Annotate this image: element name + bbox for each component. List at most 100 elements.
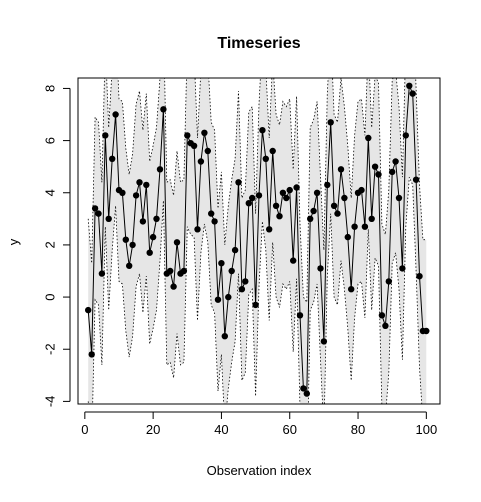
data-point: [348, 286, 355, 293]
data-point: [91, 205, 99, 212]
data-point: [385, 278, 392, 285]
data-point: [378, 312, 386, 319]
data-point: [143, 181, 150, 189]
y-tick-label: 2: [42, 241, 57, 248]
data-point: [334, 210, 341, 217]
data-point: [368, 215, 375, 222]
data-point: [307, 215, 314, 222]
upper-bound-line: [87, 78, 427, 304]
plot-frame: [77, 77, 441, 405]
data-point: [136, 179, 143, 186]
data-point: [149, 233, 157, 241]
axes: 0 20 40 60 80 100 -4 -2 0 2 4 6 8: [42, 85, 437, 437]
data-point: [221, 333, 228, 340]
data-point: [320, 338, 328, 345]
data-point: [132, 192, 140, 199]
x-tick-label: 100: [415, 422, 437, 437]
y-tick-label: 0: [42, 293, 57, 300]
data-point: [235, 179, 242, 186]
data-point: [375, 171, 382, 178]
data-point: [296, 312, 304, 319]
data-point: [242, 278, 249, 285]
x-tick-label: 80: [351, 422, 365, 437]
data-point: [238, 286, 246, 293]
data-point: [208, 210, 215, 217]
data-point: [409, 90, 416, 97]
data-point: [129, 241, 136, 249]
data-point: [358, 186, 365, 194]
data-point: [139, 218, 147, 225]
data-point: [249, 194, 256, 202]
data-point: [406, 82, 413, 90]
data-point: [211, 218, 218, 225]
data-point: [310, 207, 317, 215]
data-point: [85, 306, 92, 314]
data-point: [105, 215, 112, 222]
data-point: [170, 283, 177, 290]
data-point: [382, 322, 389, 329]
lower-bound-line: [87, 176, 423, 404]
data-point: [126, 262, 133, 269]
data-point: [262, 155, 269, 162]
data-point: [95, 210, 102, 217]
data-point: [180, 267, 188, 275]
data-point: [324, 181, 331, 189]
data-point: [313, 189, 321, 196]
data-point: [122, 236, 129, 243]
data-point: [286, 186, 293, 194]
chart-title: Timeseries: [217, 35, 300, 52]
data-point: [276, 213, 283, 220]
data-point: [279, 189, 287, 196]
data-point: [371, 163, 379, 170]
data-point: [214, 296, 222, 303]
data-point: [225, 293, 232, 301]
data-point: [119, 189, 126, 196]
data-point: [395, 194, 403, 202]
data-point: [272, 202, 280, 209]
y-tick-label: -2: [42, 343, 57, 355]
x-axis-label: Observation index: [207, 463, 312, 478]
data-point: [300, 385, 307, 392]
data-point: [402, 132, 409, 139]
data-point: [197, 158, 205, 165]
data-point: [184, 132, 191, 139]
x-tick-label: 40: [214, 422, 228, 437]
y-axis-label: y: [6, 238, 21, 245]
data-point: [303, 390, 310, 397]
data-point: [361, 223, 369, 230]
data-point: [112, 111, 119, 118]
data-point: [102, 132, 109, 139]
y-tick-label: 6: [42, 137, 57, 144]
data-point: [290, 257, 297, 264]
data-point: [255, 192, 263, 199]
data-point: [218, 260, 225, 267]
data-point: [252, 301, 259, 309]
data-point: [160, 106, 167, 113]
series-path: [87, 85, 427, 396]
data-point: [201, 129, 208, 136]
data-point: [416, 273, 423, 280]
data-point: [98, 270, 106, 277]
y-tick-label: -4: [42, 396, 57, 408]
data-point: [399, 265, 406, 272]
data-point: [327, 119, 334, 126]
data-point: [389, 168, 396, 176]
x-tick-label: 20: [146, 422, 160, 437]
data-point: [351, 223, 358, 230]
data-point: [228, 267, 235, 275]
x-tick-label: 60: [283, 422, 297, 437]
data-point: [337, 166, 345, 173]
data-point: [392, 158, 399, 165]
data-point: [293, 184, 300, 191]
data-point: [109, 155, 116, 162]
data-point: [204, 147, 211, 155]
data-point: [330, 202, 338, 209]
data-point: [173, 239, 181, 246]
band-bounds: [87, 78, 427, 404]
data-point: [190, 142, 198, 149]
data-point: [245, 200, 252, 207]
data-point: [341, 194, 348, 202]
data-point: [167, 267, 174, 275]
data-point: [88, 351, 95, 358]
